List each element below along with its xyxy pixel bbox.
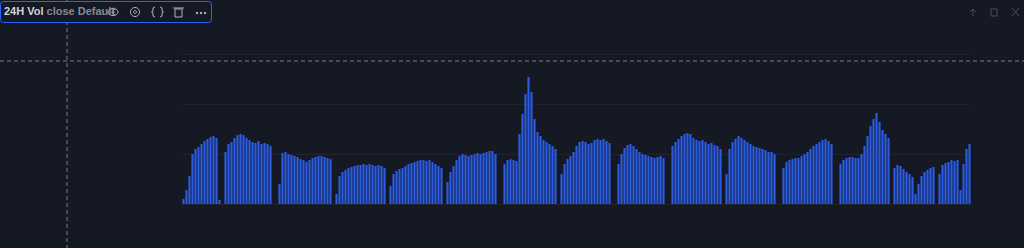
svg-text:close Default: close Default xyxy=(47,5,116,17)
svg-text:24H Vol: 24H Vol xyxy=(4,5,44,17)
